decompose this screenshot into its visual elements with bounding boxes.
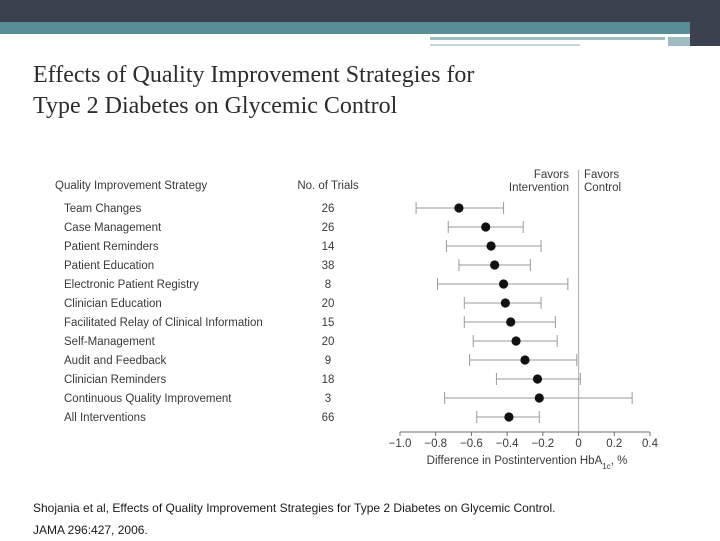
strategy-label: Clinician Reminders — [64, 374, 167, 386]
strategy-label: Audit and Feedback — [64, 355, 167, 367]
x-tick-label: −0.4 — [496, 438, 519, 450]
favors-intervention-label: Favors — [534, 169, 569, 181]
strategy-label: Patient Education — [64, 260, 154, 272]
slide-title: Effects of Quality Improvement Strategie… — [33, 60, 673, 122]
strategy-label: Facilitated Relay of Clinical Informatio… — [64, 317, 263, 329]
strategy-label: Case Management — [64, 222, 162, 234]
point-estimate — [498, 279, 509, 289]
point-estimate — [481, 222, 491, 232]
x-tick-label: −0.8 — [424, 438, 447, 450]
caption-line: Shojania et al, Effects of Quality Impro… — [33, 501, 556, 515]
point-estimate — [486, 241, 496, 251]
column-header-trials: No. of Trials — [297, 180, 359, 192]
trial-count: 9 — [325, 355, 331, 367]
accent-line — [430, 37, 665, 40]
strategy-label: Continuous Quality Improvement — [64, 393, 232, 405]
strategy-label: Team Changes — [64, 203, 142, 215]
slide-title-line: Effects of Quality Improvement Strategie… — [33, 62, 475, 88]
point-estimate — [520, 355, 530, 365]
x-tick-label: −1.0 — [389, 438, 412, 450]
trial-count: 66 — [322, 412, 335, 424]
accent-line — [430, 44, 580, 46]
strategy-label: All Interventions — [64, 412, 146, 424]
point-estimate — [500, 298, 510, 308]
trial-count: 8 — [325, 279, 331, 291]
favors-control-label: Favors — [584, 169, 619, 181]
forest-plot: Quality Improvement Strategy No. of Trial… — [55, 169, 659, 471]
trial-count: 15 — [322, 317, 335, 329]
forest-plot-figure: Quality Improvement Strategy No. of Trial… — [31, 160, 685, 472]
trial-count: 26 — [322, 222, 335, 234]
x-tick-label: 0.4 — [642, 438, 659, 450]
point-estimate — [504, 412, 514, 422]
caption-line: JAMA 296:427, 2006. — [33, 523, 148, 537]
point-estimate — [506, 317, 516, 327]
accent-block — [668, 37, 690, 46]
favors-intervention-label: Intervention — [509, 182, 569, 194]
column-header-strategy: Quality Improvement Strategy — [55, 180, 207, 192]
slide-top-bar — [0, 0, 720, 22]
x-tick-label: 0 — [575, 438, 581, 450]
citation-caption: Shojania et al, Effects of Quality Impro… — [33, 497, 693, 541]
point-estimate — [511, 336, 521, 346]
strategy-label: Patient Reminders — [64, 241, 159, 253]
strategy-label: Self-Management — [64, 336, 156, 348]
point-estimate — [532, 374, 543, 384]
trial-count: 14 — [322, 241, 335, 253]
favors-control-label: Control — [584, 182, 621, 194]
trial-count: 38 — [322, 260, 335, 272]
x-tick-label: −0.6 — [460, 438, 483, 450]
x-tick-label: −0.2 — [532, 438, 555, 450]
strategy-label: Electronic Patient Registry — [64, 279, 199, 291]
trial-count: 20 — [322, 336, 335, 348]
x-tick-label: 0.2 — [606, 438, 622, 450]
point-estimate — [534, 393, 544, 403]
point-estimate — [454, 203, 464, 213]
strategy-label: Clinician Education — [64, 298, 162, 310]
slide-title-line: Type 2 Diabetes on Glycemic Control — [33, 93, 398, 119]
point-estimate — [490, 260, 500, 270]
trial-count: 20 — [322, 298, 335, 310]
trial-count: 26 — [322, 203, 335, 215]
x-axis-label: Difference in Postintervention HbA1c, % — [427, 455, 628, 471]
trial-count: 18 — [322, 374, 335, 386]
trial-count: 3 — [325, 393, 331, 405]
slide-corner-block — [690, 0, 720, 46]
slide-accent-bar — [0, 22, 720, 34]
